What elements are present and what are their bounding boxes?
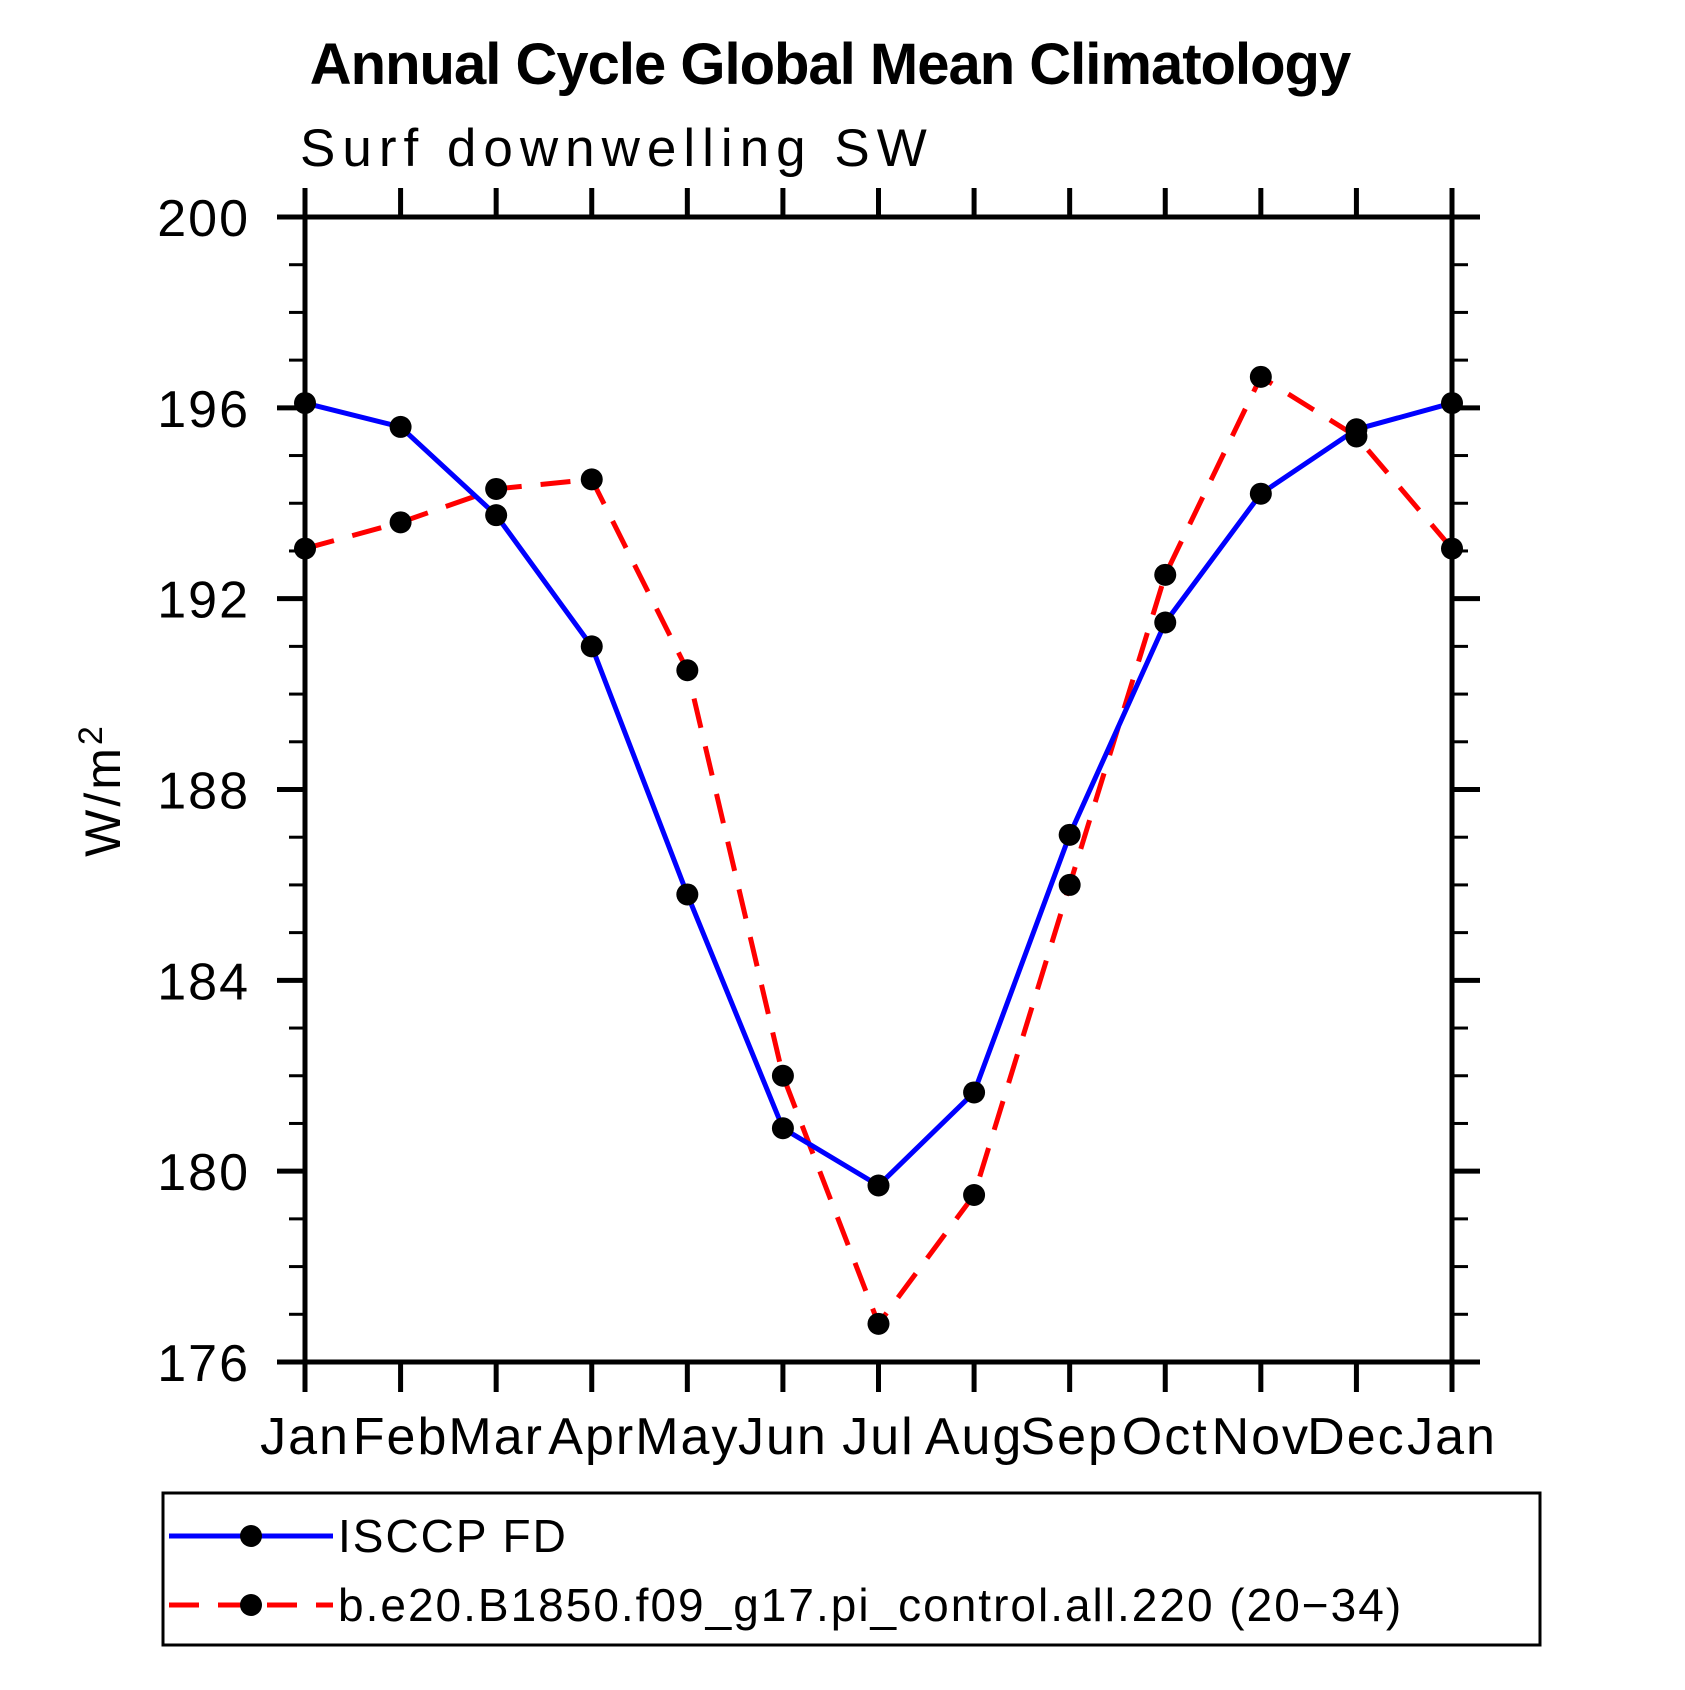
y-tick-label: 200 <box>157 190 250 248</box>
data-point-marker-isccp-fd <box>1249 482 1272 505</box>
data-point-marker-isccp-fd <box>294 392 316 415</box>
data-point-marker-model <box>294 537 316 560</box>
y-tick-label: 192 <box>157 572 250 630</box>
y-axis-label-base: W/m <box>75 745 131 857</box>
y-tick-label: 188 <box>157 763 250 821</box>
data-point-marker-model <box>676 659 699 682</box>
x-tick-label: Sep <box>1020 1408 1119 1466</box>
data-point-marker-isccp-fd <box>1441 392 1463 415</box>
y-tick-label: 196 <box>157 381 250 439</box>
x-tick-label: May <box>635 1408 739 1466</box>
data-point-marker-isccp-fd <box>771 1117 794 1140</box>
data-point-marker-isccp-fd <box>1058 823 1081 846</box>
x-tick-label: Dec <box>1307 1408 1405 1466</box>
y-tick-label: 184 <box>157 953 250 1011</box>
y-axis-label: W/m2 <box>72 723 131 857</box>
x-tick-label: Jul <box>842 1408 914 1466</box>
data-point-marker-isccp-fd <box>1154 611 1177 634</box>
series-line-isccp-fd <box>304 400 1453 1188</box>
chart-subtitle: Surf downwelling SW <box>300 119 934 178</box>
legend-label-1: b.e20.B1850.f09_g17.pi_control.all.220 (… <box>338 1579 1403 1631</box>
data-point-marker-model <box>389 511 412 534</box>
data-point-marker-model <box>771 1064 794 1087</box>
data-point-marker-model <box>485 477 508 500</box>
data-point-marker-model <box>867 1312 890 1335</box>
data-point-marker-isccp-fd <box>963 1081 986 1104</box>
legend-marker-0 <box>240 1525 262 1547</box>
x-tick-label: Apr <box>548 1408 635 1466</box>
y-tick-label: 176 <box>157 1335 250 1393</box>
page-title: Annual Cycle Global Mean Climatology <box>310 32 1351 97</box>
x-tick-label: Feb <box>353 1408 449 1466</box>
x-tick-label: Mar <box>448 1408 544 1466</box>
legend-label-0: ISCCP FD <box>338 1510 568 1562</box>
data-point-marker-model <box>1154 563 1177 586</box>
y-axis-label-exponent: 2 <box>72 723 110 745</box>
x-tick-label: Nov <box>1212 1408 1310 1466</box>
data-point-marker-model <box>580 468 603 491</box>
data-point-marker-model <box>1058 873 1081 896</box>
legend-marker-1 <box>240 1594 262 1616</box>
data-point-marker-isccp-fd <box>389 415 412 438</box>
x-tick-label: Oct <box>1122 1408 1209 1466</box>
x-tick-label: Jun <box>738 1408 828 1466</box>
legend-box <box>161 1491 1542 1647</box>
data-point-marker-model <box>1441 537 1463 560</box>
data-point-marker-model <box>1345 425 1368 448</box>
data-point-marker-model <box>1249 365 1272 388</box>
x-tick-label: Jan <box>1407 1408 1497 1466</box>
data-point-marker-isccp-fd <box>485 504 508 527</box>
data-point-marker-isccp-fd <box>676 883 699 906</box>
y-tick-label: 180 <box>157 1144 250 1202</box>
x-tick-label: Jan <box>260 1408 350 1466</box>
data-point-marker-model <box>963 1184 986 1207</box>
data-point-marker-isccp-fd <box>867 1174 890 1197</box>
x-tick-label: Aug <box>925 1408 1024 1466</box>
data-point-marker-isccp-fd <box>580 635 603 658</box>
